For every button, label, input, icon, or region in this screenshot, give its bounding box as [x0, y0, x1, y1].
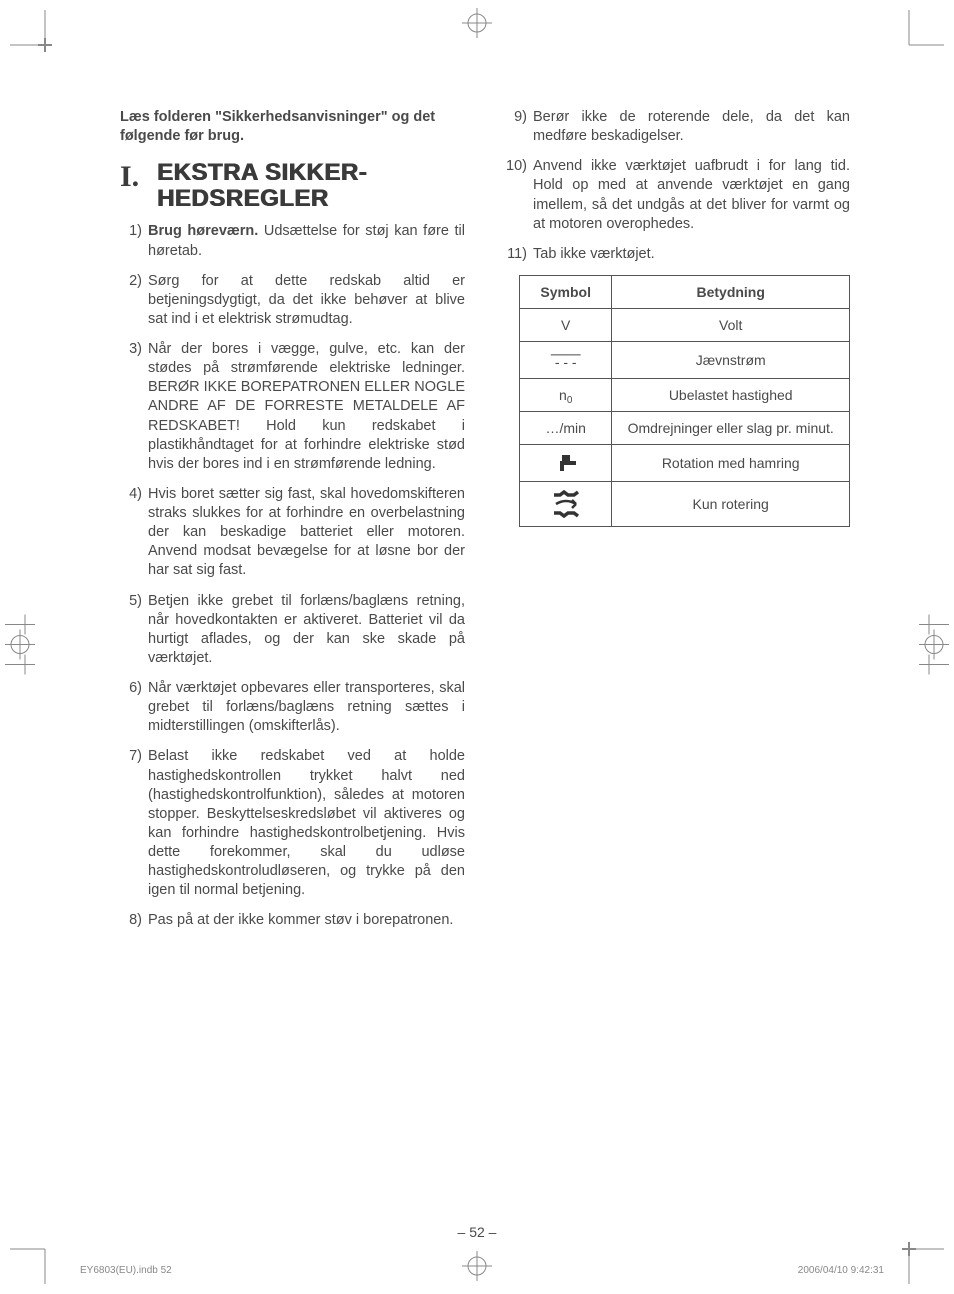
symbols-table: Symbol Betydning V Volt ───- - - Jævnstr… [519, 275, 850, 527]
rule-item: Sørg for at dette redskab altid er betje… [144, 272, 465, 329]
right-column: Berør ikke de roterende dele, da det kan… [505, 108, 850, 942]
footer-right-text: 2006/04/10 9:42:31 [798, 1265, 884, 1276]
rule-text: Sørg for at dette redskab altid er betje… [148, 273, 465, 327]
table-row: Kun rotering [520, 482, 850, 527]
rule-text: Belast ikke redskabet ved at holde hasti… [148, 748, 465, 898]
symbol-meaning: Ubelastet hastighed [612, 379, 850, 412]
rule-text: Betjen ikke grebet til forlæns/bag­læns … [148, 593, 465, 666]
table-row: Rotation med hamring [520, 445, 850, 482]
rule-item: Når der bores i vægge, gulve, etc. kan d… [144, 340, 465, 474]
section-title-text: EKSTRA SIKKER-HEDSREGLER [157, 160, 465, 213]
rule-lead: Brug høreværn. [148, 223, 258, 239]
rules-list-right: Berør ikke de roterende dele, da det kan… [505, 108, 850, 264]
rule-item: Anvend ikke værktøjet uafbrudt i for lan… [529, 157, 850, 234]
rule-item: Pas på at der ikke kommer støv i borepat… [144, 911, 465, 930]
rule-text: Tab ikke værktøjet. [533, 246, 655, 262]
section-heading: I. EKSTRA SIKKER-HEDSREGLER [120, 160, 465, 213]
rule-item: Berør ikke de roterende dele, da det kan… [529, 108, 850, 146]
rule-text: Hvis boret sætter sig fast, skal ho­vedo… [148, 486, 465, 579]
table-row: n0 Ubelastet hastighed [520, 379, 850, 412]
rule-text: Når værktøjet opbevares eller trans­port… [148, 680, 465, 734]
dc-symbol-icon: ───- - - [520, 341, 612, 378]
section-roman: I. [120, 162, 139, 192]
table-row: V Volt [520, 308, 850, 341]
left-column: Læs folderen "Sikkerhedsanvisninger" og … [120, 108, 465, 942]
n0-symbol: n0 [520, 379, 612, 412]
symbol-meaning: Kun rotering [612, 482, 850, 527]
rules-list-left: Brug høreværn. Udsættelse for støj kan f… [120, 222, 465, 930]
symbol-meaning: Omdrejninger eller slag pr. minut. [612, 412, 850, 445]
footer-left-text: EY6803(EU).indb 52 [80, 1265, 172, 1276]
symbol-meaning: Rotation med hamring [612, 445, 850, 482]
rule-item: Belast ikke redskabet ved at holde hasti… [144, 747, 465, 900]
table-header: Symbol [520, 275, 612, 308]
page-content: Læs folderen "Sikkerhedsanvisninger" og … [0, 0, 954, 1294]
rule-item: Hvis boret sætter sig fast, skal ho­vedo… [144, 485, 465, 581]
intro-text: Læs folderen "Sikkerhedsanvisninger" og … [120, 108, 465, 146]
symbol-meaning: Jævnstrøm [612, 341, 850, 378]
table-row: ───- - - Jævnstrøm [520, 341, 850, 378]
symbol-meaning: Volt [612, 308, 850, 341]
rule-item: Når værktøjet opbevares eller trans­port… [144, 679, 465, 736]
hammer-icon [520, 445, 612, 482]
page-number: – 52 – [458, 1224, 497, 1240]
per-min-symbol: …/min [520, 412, 612, 445]
table-header: Betydning [612, 275, 850, 308]
rule-item: Betjen ikke grebet til forlæns/bag­læns … [144, 592, 465, 669]
table-header-row: Symbol Betydning [520, 275, 850, 308]
drill-icon [520, 482, 612, 527]
rule-text: Pas på at der ikke kommer støv i borepat… [148, 912, 453, 928]
table-row: …/min Omdrejninger eller slag pr. minut. [520, 412, 850, 445]
two-column-layout: Læs folderen "Sikkerhedsanvisninger" og … [120, 108, 850, 942]
rule-text: Når der bores i vægge, gulve, etc. kan d… [148, 341, 465, 472]
rule-item: Tab ikke værktøjet. [529, 245, 850, 264]
rule-item: Brug høreværn. Udsættelse for støj kan f… [144, 222, 465, 260]
rule-text: Berør ikke de roterende dele, da det kan… [533, 109, 850, 144]
symbol-v: V [520, 308, 612, 341]
rule-text: Anvend ikke værktøjet uafbrudt i for lan… [533, 158, 850, 231]
